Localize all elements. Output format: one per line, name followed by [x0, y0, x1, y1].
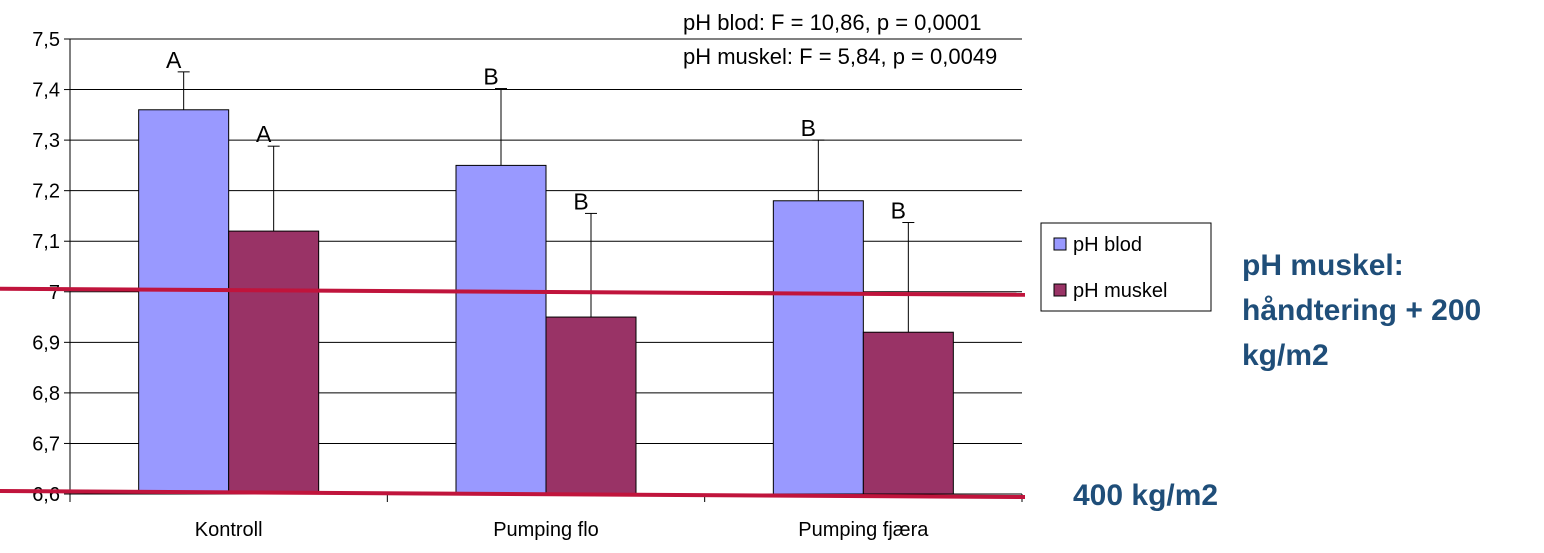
- x-category-label: Pumping flo: [493, 519, 599, 541]
- legend-swatch-muskel: [1053, 283, 1067, 297]
- significance-letter: B: [891, 198, 906, 224]
- y-tick-label: 7: [49, 282, 60, 304]
- significance-letter: A: [166, 47, 182, 73]
- annotation-line-3: kg/m2: [1242, 339, 1329, 372]
- error-bars: [177, 71, 915, 333]
- legend: pH blod pH muskel: [1040, 222, 1212, 312]
- y-tick-label: 6,7: [32, 433, 60, 455]
- x-category-label: Kontroll: [195, 519, 263, 541]
- bar: [545, 316, 637, 495]
- bar: [138, 109, 230, 495]
- y-tick-label: 6,6: [32, 484, 60, 506]
- bar: [455, 164, 547, 495]
- annotation-400: 400 kg/m2: [1073, 479, 1218, 512]
- annotations: pH muskel: håndtering + 200 kg/m2 400 kg…: [1073, 249, 1481, 512]
- significance-letter: B: [801, 115, 816, 141]
- statistics-text: pH blod: F = 10,86, p = 0,0001 pH muskel…: [683, 10, 997, 69]
- y-tick-label: 7,3: [32, 130, 60, 152]
- reference-lines: [0, 286, 1026, 499]
- reference-line: [0, 286, 1026, 297]
- x-category-labels: Kontroll Pumping flo Pumping fjæra: [195, 519, 929, 541]
- bar: [228, 230, 320, 495]
- legend-label-blod: pH blod: [1073, 234, 1142, 256]
- y-tick-label: 7,4: [32, 80, 60, 102]
- annotation-line-2: håndtering + 200: [1242, 294, 1481, 327]
- y-tick-label: 7,2: [32, 181, 60, 203]
- x-category-label: Pumping fjæra: [798, 519, 929, 541]
- bar: [862, 331, 954, 495]
- y-tick-labels: 6,6 6,7 6,8 6,9 7 7,1 7,2 7,3 7,4 7,5: [32, 29, 60, 506]
- stat-blod: pH blod: F = 10,86, p = 0,0001: [683, 10, 981, 35]
- significance-letter: A: [256, 121, 272, 147]
- bar: [772, 200, 864, 495]
- y-tick-label: 7,5: [32, 29, 60, 51]
- legend-swatch-blod: [1053, 237, 1067, 251]
- significance-letter: B: [483, 64, 498, 90]
- legend-box: [1040, 222, 1212, 312]
- significance-letters: A A B B B B: [166, 47, 906, 224]
- legend-label-muskel: pH muskel: [1073, 280, 1167, 302]
- y-tick-label: 6,9: [32, 332, 60, 354]
- stat-muskel: pH muskel: F = 5,84, p = 0,0049: [683, 44, 997, 69]
- bars: [138, 109, 954, 495]
- y-tick-label: 7,1: [32, 231, 60, 253]
- reference-line: [0, 489, 1026, 499]
- significance-letter: B: [573, 188, 588, 214]
- annotation-line-1: pH muskel:: [1242, 249, 1404, 282]
- y-tick-label: 6,8: [32, 383, 60, 405]
